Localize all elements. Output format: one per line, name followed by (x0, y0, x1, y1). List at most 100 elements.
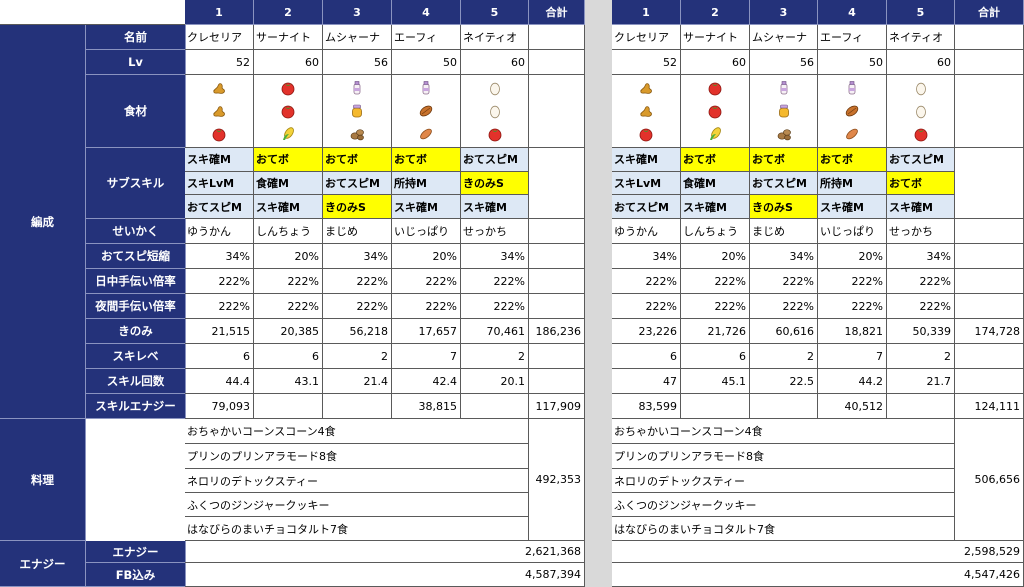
subskill-cell[interactable]: おてボ (681, 148, 750, 172)
fb-energy-total[interactable]: 4,587,394 (185, 563, 585, 587)
skill-count-value[interactable]: 45.1 (681, 369, 750, 394)
skill-count-value[interactable]: 20.1 (461, 369, 529, 394)
skill-energy-value[interactable] (323, 394, 392, 419)
subskill-cell[interactable]: おてスピM (323, 171, 392, 196)
fb-energy-total[interactable]: 4,547,426 (612, 563, 1024, 587)
berry-value[interactable]: 18,821 (818, 319, 887, 344)
dish-energy-total[interactable]: 506,656 (955, 419, 1024, 541)
total-empty-cell[interactable] (955, 148, 1024, 219)
skill-level-value[interactable]: 2 (461, 344, 529, 369)
nature-value[interactable]: せっかち (887, 219, 955, 244)
dish-name[interactable]: ネロリのデトックスティー (185, 469, 529, 493)
pokemon-name[interactable]: クレセリア (185, 25, 254, 50)
day-help-value[interactable]: 222% (681, 269, 750, 294)
help-speed-value[interactable]: 34% (612, 244, 681, 269)
dish-name[interactable]: プリンのプリンアラモード8食 (612, 444, 955, 469)
subskill-cell[interactable]: スキ確M (612, 148, 681, 172)
level-value[interactable]: 60 (887, 50, 955, 75)
skill-energy-value[interactable] (750, 394, 818, 419)
dish-name[interactable]: はなびらのまいチョコタルト7食 (185, 517, 529, 541)
pokemon-name[interactable]: ムシャーナ (750, 25, 818, 50)
subskill-cell[interactable]: スキ確M (185, 148, 254, 172)
total-empty-cell[interactable] (955, 244, 1024, 269)
level-value[interactable]: 52 (612, 50, 681, 75)
subskill-cell[interactable]: 所持M (818, 171, 887, 196)
day-help-value[interactable]: 222% (185, 269, 254, 294)
help-speed-value[interactable]: 34% (750, 244, 818, 269)
help-speed-value[interactable]: 34% (887, 244, 955, 269)
night-help-value[interactable]: 222% (254, 294, 323, 319)
day-help-value[interactable]: 222% (461, 269, 529, 294)
subskill-cell[interactable]: スキLvM (185, 171, 254, 196)
total-empty-cell[interactable] (955, 50, 1024, 75)
nature-value[interactable]: ゆうかん (612, 219, 681, 244)
subskill-cell[interactable]: スキ確M (254, 195, 323, 219)
skill-count-value[interactable]: 21.7 (887, 369, 955, 394)
total-empty-cell[interactable] (529, 344, 585, 369)
subskill-cell[interactable]: きのみS (323, 195, 392, 219)
day-help-value[interactable]: 222% (818, 269, 887, 294)
subskill-cell[interactable]: おてボ (254, 148, 323, 172)
total-empty-cell[interactable] (529, 148, 585, 219)
total-empty-cell[interactable] (529, 219, 585, 244)
subskill-cell[interactable]: スキ確M (681, 195, 750, 219)
subskill-cell[interactable]: おてボ (392, 148, 461, 172)
nature-value[interactable]: まじめ (750, 219, 818, 244)
nature-value[interactable]: ゆうかん (185, 219, 254, 244)
level-value[interactable]: 56 (323, 50, 392, 75)
skill-level-value[interactable]: 6 (681, 344, 750, 369)
skill-energy-value[interactable] (254, 394, 323, 419)
total-empty-cell[interactable] (955, 75, 1024, 148)
skill-count-value[interactable]: 21.4 (323, 369, 392, 394)
berry-value[interactable]: 60,616 (750, 319, 818, 344)
subskill-cell[interactable]: おてスピM (185, 195, 254, 219)
night-help-value[interactable]: 222% (818, 294, 887, 319)
pokemon-name[interactable]: ネイティオ (461, 25, 529, 50)
nature-value[interactable]: まじめ (323, 219, 392, 244)
total-empty-cell[interactable] (955, 294, 1024, 319)
skill-level-value[interactable]: 2 (750, 344, 818, 369)
level-value[interactable]: 60 (254, 50, 323, 75)
dish-name[interactable]: はなびらのまいチョコタルト7食 (612, 517, 955, 541)
subskill-cell[interactable]: おてスピM (750, 171, 818, 196)
subskill-cell[interactable]: 所持M (392, 171, 461, 196)
total-empty-cell[interactable] (955, 25, 1024, 50)
subskill-cell[interactable]: おてボ (887, 171, 955, 196)
night-help-value[interactable]: 222% (681, 294, 750, 319)
dish-name[interactable]: おちゃかいコーンスコーン4食 (185, 419, 529, 444)
total-empty-cell[interactable] (955, 369, 1024, 394)
day-help-value[interactable]: 222% (612, 269, 681, 294)
level-value[interactable]: 52 (185, 50, 254, 75)
pokemon-name[interactable]: ムシャーナ (323, 25, 392, 50)
berry-total[interactable]: 174,728 (955, 319, 1024, 344)
berry-value[interactable]: 20,385 (254, 319, 323, 344)
skill-level-value[interactable]: 7 (392, 344, 461, 369)
pokemon-name[interactable]: サーナイト (681, 25, 750, 50)
subskill-cell[interactable]: おてスピM (612, 195, 681, 219)
day-help-value[interactable]: 222% (323, 269, 392, 294)
subskill-cell[interactable]: おてボ (818, 148, 887, 172)
total-empty-cell[interactable] (529, 294, 585, 319)
level-value[interactable]: 60 (461, 50, 529, 75)
subskill-cell[interactable]: きのみS (750, 195, 818, 219)
skill-count-value[interactable]: 44.4 (185, 369, 254, 394)
subskill-cell[interactable]: きのみS (461, 171, 529, 196)
total-empty-cell[interactable] (529, 25, 585, 50)
nature-value[interactable]: いじっぱり (818, 219, 887, 244)
berry-total[interactable]: 186,236 (529, 319, 585, 344)
pokemon-name[interactable]: クレセリア (612, 25, 681, 50)
day-help-value[interactable]: 222% (750, 269, 818, 294)
dish-name[interactable]: ふくつのジンジャークッキー (612, 493, 955, 517)
skill-energy-value[interactable] (681, 394, 750, 419)
skill-count-value[interactable]: 42.4 (392, 369, 461, 394)
level-value[interactable]: 56 (750, 50, 818, 75)
skill-count-value[interactable]: 22.5 (750, 369, 818, 394)
subskill-cell[interactable]: おてスピM (461, 148, 529, 172)
pokemon-name[interactable]: エーフィ (818, 25, 887, 50)
skill-energy-value[interactable] (461, 394, 529, 419)
berry-value[interactable]: 56,218 (323, 319, 392, 344)
help-speed-value[interactable]: 20% (818, 244, 887, 269)
skill-energy-total[interactable]: 124,111 (955, 394, 1024, 419)
level-value[interactable]: 50 (392, 50, 461, 75)
dish-name[interactable]: ネロリのデトックスティー (612, 469, 955, 493)
